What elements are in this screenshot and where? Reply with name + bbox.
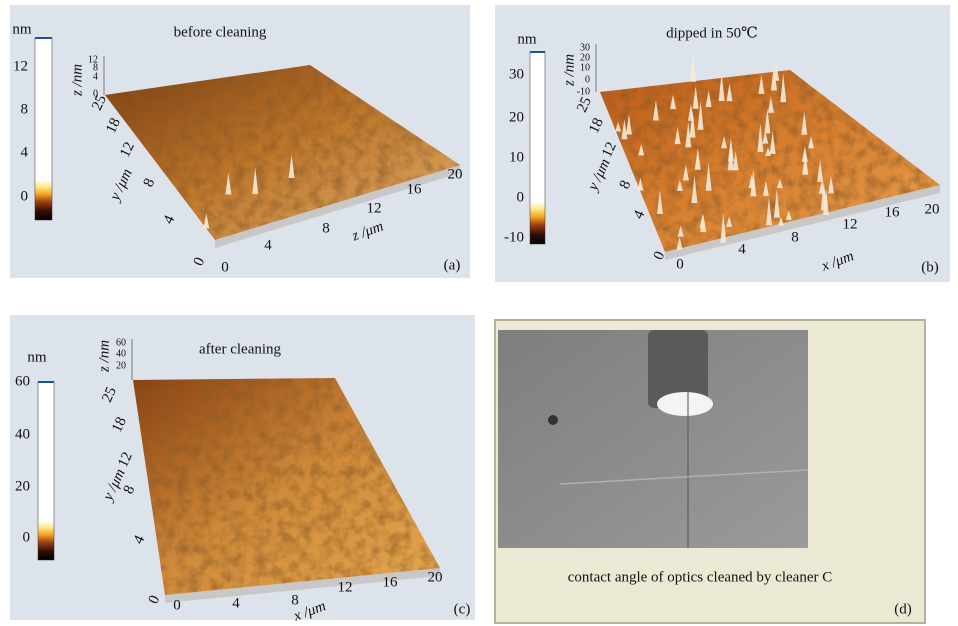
colorbar [38, 382, 54, 560]
colorbar [35, 38, 52, 220]
colorbar-tick-label: 60 [15, 373, 30, 389]
x-tick-label: 0 [676, 256, 684, 272]
x-tick-label: 8 [791, 229, 799, 245]
x-tick-label: 20 [925, 201, 940, 217]
panel-label: (b) [921, 259, 939, 275]
colorbar [530, 52, 545, 244]
z-tick-label: 4 [93, 71, 98, 82]
droplet [657, 392, 713, 416]
colorbar-tick-label: 20 [509, 109, 524, 125]
z-tick-label: 0 [585, 74, 590, 85]
x-tick-label: 8 [322, 220, 330, 236]
title: after cleaning [199, 341, 282, 357]
panel-label: (c) [454, 601, 471, 617]
colorbar-tick-label: 10 [509, 149, 524, 165]
panel-label: (d) [894, 601, 912, 617]
z-tick-label: 60 [116, 337, 126, 348]
x-tick-label: 0 [221, 259, 229, 275]
speck [548, 415, 558, 425]
z-tick-label: 40 [116, 348, 126, 359]
colorbar-tick-label: -10 [504, 229, 524, 245]
z-tick-label: 20 [116, 360, 126, 371]
colorbar-tick-label: 0 [517, 189, 525, 205]
colorbar-tick-label: 0 [21, 188, 29, 204]
x-tick-label: 4 [264, 237, 272, 253]
x-tick-label: 12 [843, 216, 858, 232]
colorbar-tick-label: 20 [15, 478, 30, 494]
colorbar-tick-label: 12 [13, 58, 28, 74]
colorbar-tick-label: 40 [15, 426, 30, 442]
colorbar-tick-label: 4 [21, 144, 29, 160]
colorbar-tick-label: 0 [23, 529, 31, 545]
x-tick-label: 20 [428, 569, 443, 585]
z-tick-label: 10 [580, 62, 590, 73]
x-tick-label: 20 [448, 166, 463, 182]
x-tick-label: 16 [885, 204, 901, 220]
x-tick-label: 16 [407, 181, 423, 197]
figure: contact angle of optics cleaned by clean… [0, 0, 958, 626]
x-tick-label: 4 [738, 241, 746, 257]
colorbar-unit: nm [12, 21, 32, 37]
z-axis-label: z /nm [561, 54, 577, 87]
title: dipped in 50℃ [666, 25, 758, 41]
colorbar-tick-label: 30 [509, 66, 524, 82]
photo-caption: contact angle of optics cleaned by clean… [568, 569, 832, 585]
title: before cleaning [174, 24, 267, 40]
colorbar-unit: nm [517, 31, 537, 47]
colorbar-tick-label: 8 [21, 101, 29, 117]
x-tick-label: 12 [338, 579, 353, 595]
z-axis-label: z /nm [69, 64, 85, 97]
x-tick-label: 16 [383, 574, 399, 590]
z-tick-label: -10 [577, 86, 590, 97]
x-tick-label: 0 [173, 597, 181, 613]
z-axis-label: z /nm [96, 340, 112, 373]
colorbar-unit: nm [27, 349, 47, 365]
x-tick-label: 4 [232, 595, 240, 611]
x-tick-label: 8 [291, 592, 299, 608]
x-tick-label: 12 [367, 200, 382, 216]
panel-label: (a) [444, 257, 461, 273]
